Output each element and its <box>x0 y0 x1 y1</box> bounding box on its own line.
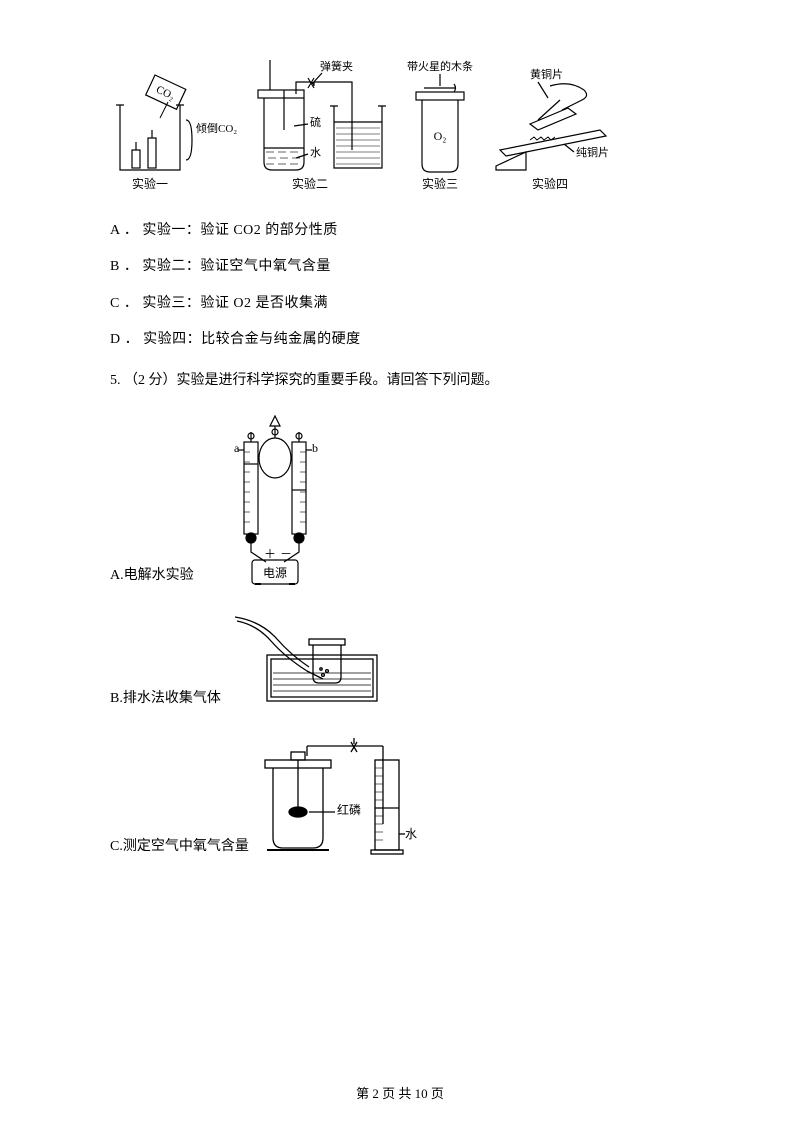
page-footer: 第 2 页 共 10 页 <box>0 1083 800 1102</box>
experiments-row-figure: CO₂ 倾倒CO₂ 实验一 弹簧夹 <box>110 60 690 200</box>
option-c: C ． 实验三：验证 O2 是否收集满 <box>110 293 690 315</box>
option-b: B ． 实验二：验证空气中氧气含量 <box>110 256 690 278</box>
sulfur-label: 硫 <box>310 115 321 129</box>
sub-b-label: B.排水法收集气体 <box>110 688 221 710</box>
sub-a-svg: a b <box>200 412 350 587</box>
sub-c-label: C.测定空气中氧气含量 <box>110 836 249 858</box>
water-label-1: 水 <box>310 146 321 159</box>
power-label: 电源 <box>263 566 287 580</box>
footer-prefix: 第 <box>356 1086 372 1101</box>
sub-c-svg: 红磷 <box>255 738 445 858</box>
pour-co2-label: 倾倒CO₂ <box>196 122 237 135</box>
sub-b-block: B.排水法收集气体 <box>110 615 690 710</box>
phosphorus-label: 红磷 <box>337 802 361 817</box>
option-d: D ． 实验四：比较合金与纯金属的硬度 <box>110 329 690 351</box>
footer-suffix: 页 <box>428 1086 444 1101</box>
option-a: A ． 实验一：验证 CO2 的部分性质 <box>110 220 690 242</box>
footer-total: 10 <box>415 1086 428 1101</box>
exp1-caption: 实验一 <box>132 176 168 191</box>
electrolysis-a-label: a <box>234 441 240 455</box>
footer-mid: 页 共 <box>379 1086 415 1101</box>
spring-clamp-label: 弹簧夹 <box>320 60 353 73</box>
electrolysis-b-label: b <box>312 441 318 455</box>
pure-copper-label: 纯铜片 <box>576 145 609 159</box>
o2-label: O₂ <box>434 129 447 143</box>
water-label-2: 水 <box>405 827 417 841</box>
question-5-text: 5. （2 分）实验是进行科学探究的重要手段。请回答下列问题。 <box>110 370 690 392</box>
exp4-caption: 实验四 <box>532 176 568 191</box>
exp3-caption: 实验三 <box>422 176 458 191</box>
exp2-caption: 实验二 <box>292 176 328 191</box>
sub-c-block: C.测定空气中氧气含量 红磷 <box>110 738 690 858</box>
minus-label: － <box>280 547 292 561</box>
sub-b-svg <box>227 615 387 710</box>
splint-label: 带火星的木条 <box>407 60 473 73</box>
sub-a-block: A.电解水实验 a <box>110 412 690 587</box>
brass-label: 黄铜片 <box>530 67 563 81</box>
experiments-row-svg: CO₂ 倾倒CO₂ 实验一 弹簧夹 <box>110 60 630 200</box>
sub-a-label: A.电解水实验 <box>110 565 194 587</box>
co2-label: CO₂ <box>154 84 177 103</box>
plus-label: ＋ <box>264 547 276 561</box>
